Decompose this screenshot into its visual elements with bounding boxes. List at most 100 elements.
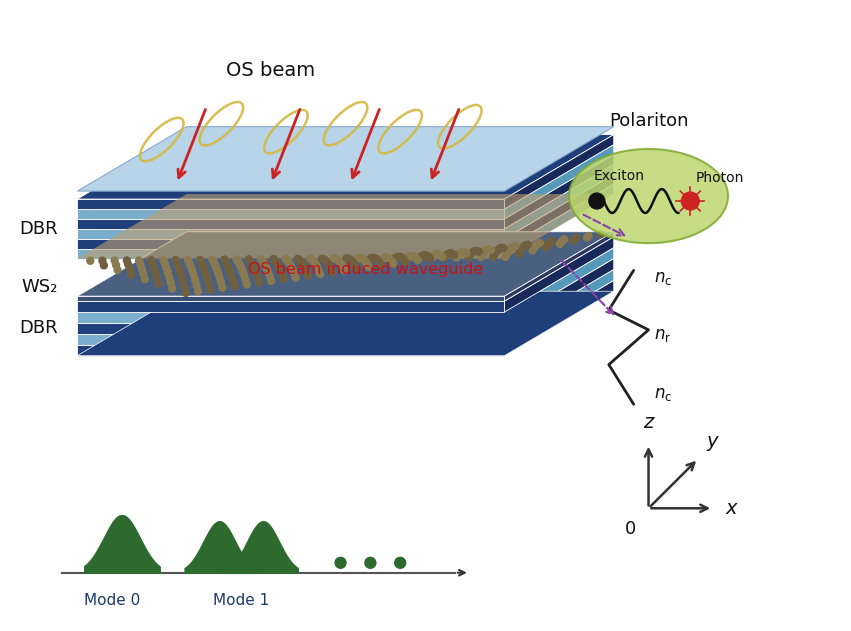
Circle shape — [164, 269, 171, 276]
Circle shape — [233, 256, 240, 263]
Circle shape — [376, 259, 383, 266]
Polygon shape — [77, 174, 614, 239]
Circle shape — [483, 247, 490, 254]
Circle shape — [503, 251, 510, 257]
Circle shape — [328, 269, 336, 276]
Circle shape — [203, 271, 209, 278]
Circle shape — [278, 271, 285, 278]
Text: Mode 1: Mode 1 — [213, 593, 269, 608]
Circle shape — [471, 248, 478, 255]
Circle shape — [424, 252, 431, 259]
Polygon shape — [77, 259, 614, 323]
Circle shape — [372, 255, 379, 262]
Circle shape — [434, 251, 442, 258]
Text: $n_\mathrm{c}$: $n_\mathrm{c}$ — [654, 269, 671, 287]
Circle shape — [306, 256, 313, 262]
Circle shape — [360, 256, 367, 262]
Circle shape — [451, 252, 458, 259]
Circle shape — [378, 262, 385, 269]
Circle shape — [505, 248, 511, 255]
Text: $n_\mathrm{c}$: $n_\mathrm{c}$ — [654, 386, 671, 403]
Circle shape — [268, 278, 275, 285]
Circle shape — [494, 247, 501, 254]
Circle shape — [351, 262, 359, 269]
Circle shape — [521, 242, 528, 249]
Circle shape — [166, 274, 173, 281]
Circle shape — [237, 264, 244, 271]
Circle shape — [486, 246, 493, 253]
Circle shape — [283, 257, 290, 264]
Circle shape — [87, 257, 94, 264]
Text: DBR: DBR — [19, 220, 57, 238]
Circle shape — [468, 250, 475, 257]
Circle shape — [502, 254, 509, 261]
Circle shape — [438, 253, 446, 260]
Circle shape — [294, 256, 301, 262]
Circle shape — [401, 256, 408, 263]
Circle shape — [463, 250, 470, 257]
Circle shape — [255, 279, 263, 286]
Circle shape — [436, 251, 443, 258]
Circle shape — [265, 269, 271, 276]
Circle shape — [489, 254, 496, 261]
Circle shape — [266, 273, 273, 280]
Circle shape — [518, 245, 525, 252]
Circle shape — [393, 254, 400, 261]
Circle shape — [187, 263, 194, 270]
Circle shape — [363, 259, 369, 266]
Polygon shape — [505, 259, 614, 334]
Circle shape — [397, 254, 405, 261]
Polygon shape — [77, 155, 614, 219]
Circle shape — [456, 251, 463, 257]
Circle shape — [216, 274, 223, 281]
Text: z: z — [643, 413, 654, 432]
Circle shape — [314, 264, 321, 271]
Circle shape — [199, 262, 207, 269]
Circle shape — [323, 258, 330, 265]
Polygon shape — [77, 134, 614, 199]
Circle shape — [303, 268, 310, 275]
Circle shape — [208, 256, 216, 263]
Polygon shape — [77, 199, 505, 209]
Circle shape — [195, 288, 202, 295]
Text: WS₂: WS₂ — [21, 278, 57, 296]
Polygon shape — [77, 312, 505, 323]
Text: DBR: DBR — [19, 319, 57, 337]
Circle shape — [250, 263, 257, 270]
Circle shape — [353, 265, 360, 272]
Circle shape — [337, 259, 344, 266]
Circle shape — [299, 260, 306, 267]
Circle shape — [408, 252, 415, 259]
Circle shape — [114, 266, 121, 273]
Circle shape — [310, 257, 317, 264]
Circle shape — [287, 261, 294, 268]
Circle shape — [437, 252, 444, 259]
Circle shape — [318, 255, 326, 262]
Polygon shape — [505, 280, 614, 356]
Polygon shape — [77, 184, 614, 249]
Circle shape — [341, 267, 348, 274]
Circle shape — [282, 256, 289, 262]
Circle shape — [137, 261, 144, 268]
Circle shape — [160, 257, 167, 264]
Circle shape — [454, 252, 461, 259]
Circle shape — [420, 252, 427, 259]
Circle shape — [449, 251, 456, 257]
Circle shape — [204, 275, 211, 282]
Polygon shape — [77, 209, 505, 219]
Text: 0: 0 — [625, 520, 637, 538]
Circle shape — [253, 270, 260, 277]
Circle shape — [264, 266, 271, 273]
Circle shape — [411, 254, 419, 261]
Circle shape — [295, 256, 303, 263]
Circle shape — [422, 252, 429, 259]
Circle shape — [181, 283, 188, 290]
Polygon shape — [77, 280, 614, 345]
Polygon shape — [77, 194, 614, 259]
Circle shape — [381, 254, 388, 261]
Circle shape — [425, 254, 432, 261]
Circle shape — [524, 241, 531, 248]
Circle shape — [399, 255, 406, 262]
Circle shape — [482, 248, 488, 255]
Circle shape — [197, 256, 203, 263]
